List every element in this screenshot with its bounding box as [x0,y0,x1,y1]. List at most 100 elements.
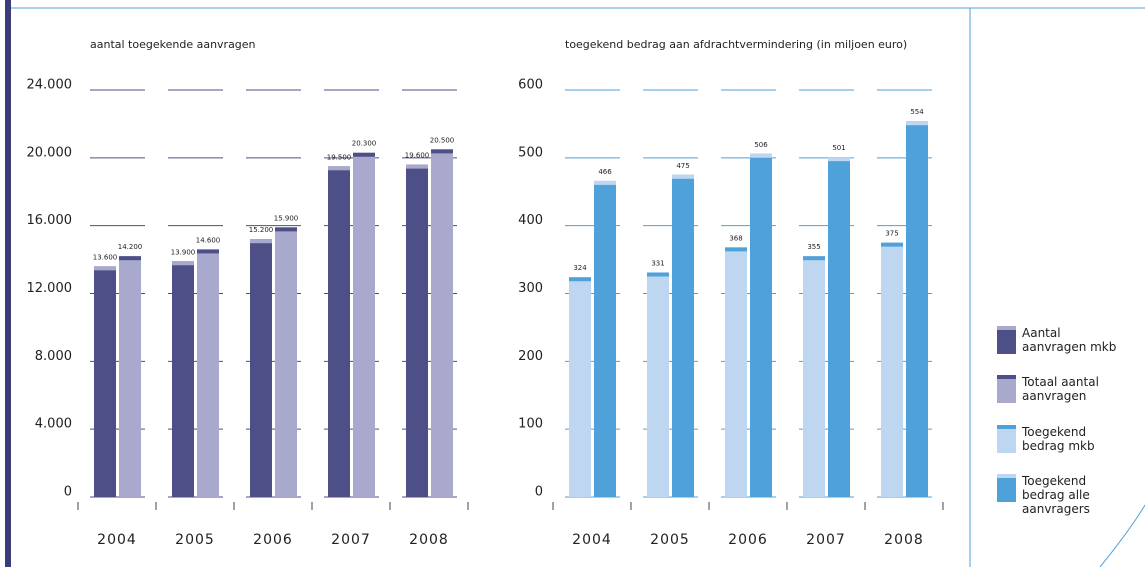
bar-cap [647,272,669,277]
value-label: 368 [729,234,742,242]
value-label: 355 [807,243,820,251]
bar-cap [94,266,116,271]
value-label: 375 [885,230,898,238]
bar [94,266,116,497]
bar-cap [172,261,194,266]
y-tick-label: 600 [518,78,543,93]
bar-cap [881,242,903,247]
legend-label: Toegekend bedrag mkb [1022,425,1095,453]
x-tick-label: 2005 [650,532,690,548]
x-tick-label: 2008 [884,532,924,548]
bar-cap [197,249,219,254]
y-tick-label: 16.000 [27,213,73,228]
value-label: 19.500 [327,153,352,161]
bar [172,261,194,497]
legend-label: Totaal aantal aanvragen [1022,375,1099,403]
y-tick-label: 4.000 [35,417,72,432]
x-tick-label: 2007 [806,532,846,548]
bar [569,277,591,497]
value-label: 506 [754,141,768,149]
bar [250,239,272,497]
y-tick-label: 24.000 [27,78,73,93]
value-label: 19.600 [405,152,430,160]
bar-cap [672,174,694,179]
value-label: 466 [598,168,612,176]
value-label: 14.200 [118,243,143,251]
value-label: 475 [676,162,689,170]
bar [803,256,825,497]
y-tick-label: 20.000 [27,145,73,160]
x-tick-label: 2006 [728,532,768,548]
bar-cap [328,166,350,171]
x-tick-label: 2005 [175,532,215,548]
bar [906,121,928,497]
bar [672,174,694,497]
bar [197,249,219,497]
value-label: 13.900 [171,248,196,256]
chart-title: toegekend bedrag aan afdrachtverminderin… [565,38,907,51]
chart-title: aantal toegekende aanvragen [90,38,256,51]
y-tick-label: 8.000 [35,349,72,364]
bar [119,256,141,497]
bar [328,166,350,497]
value-label: 15.200 [249,226,274,234]
y-tick-label: 12.000 [27,281,73,296]
y-tick-label: 500 [518,145,543,160]
y-tick-label: 200 [518,349,543,364]
y-tick-label: 400 [518,213,543,228]
value-label: 331 [651,259,664,267]
bar [406,164,428,497]
x-tick-label: 2004 [97,532,137,548]
x-tick-label: 2008 [409,532,449,548]
bar-cap [569,277,591,282]
bar [275,227,297,498]
bar [881,242,903,497]
legend-entry: Totaal aantal aanvragen [997,375,1142,403]
bar-cap [594,180,616,185]
side-bar [5,0,11,567]
value-label: 501 [832,144,845,152]
bar-cap [250,239,272,244]
bar-cap [750,153,772,158]
value-label: 324 [573,264,587,272]
bar-cap [828,157,850,162]
value-label: 14.600 [196,236,221,244]
bar-cap [275,227,297,232]
bar [594,180,616,497]
legend-swatch [997,474,1016,502]
corner-curve [1099,504,1145,567]
bar [353,152,375,497]
legend-label: Aantal aanvragen mkb [1022,326,1117,354]
legend-entry: Toegekend bedrag mkb [997,425,1142,453]
value-label: 15.900 [274,214,299,222]
legend-swatch [997,375,1016,403]
legend-label: Toegekend bedrag alle aanvragers [1022,474,1090,516]
bar [647,272,669,497]
legend-swatch [997,425,1016,453]
value-label: 554 [910,108,924,116]
bar [750,153,772,497]
bar [431,149,453,497]
legend-entry: Aantal aanvragen mkb [997,326,1142,354]
bar-cap [406,164,428,169]
value-label: 20.500 [430,136,455,144]
value-label: 13.600 [93,253,118,261]
bar-cap [803,256,825,261]
y-tick-label: 300 [518,281,543,296]
x-tick-label: 2006 [253,532,293,548]
bar-cap [353,152,375,157]
y-tick-label: 100 [518,417,543,432]
x-tick-label: 2007 [331,532,371,548]
bar-cap [119,256,141,261]
value-label: 20.300 [352,140,377,148]
y-tick-label: 0 [535,485,543,500]
x-tick-label: 2004 [572,532,612,548]
y-tick-label: 0 [64,485,72,500]
bar [828,157,850,497]
bar-cap [906,121,928,126]
legend-entry: Toegekend bedrag alle aanvragers [997,474,1142,516]
bar-cap [725,247,747,252]
bar [725,247,747,497]
